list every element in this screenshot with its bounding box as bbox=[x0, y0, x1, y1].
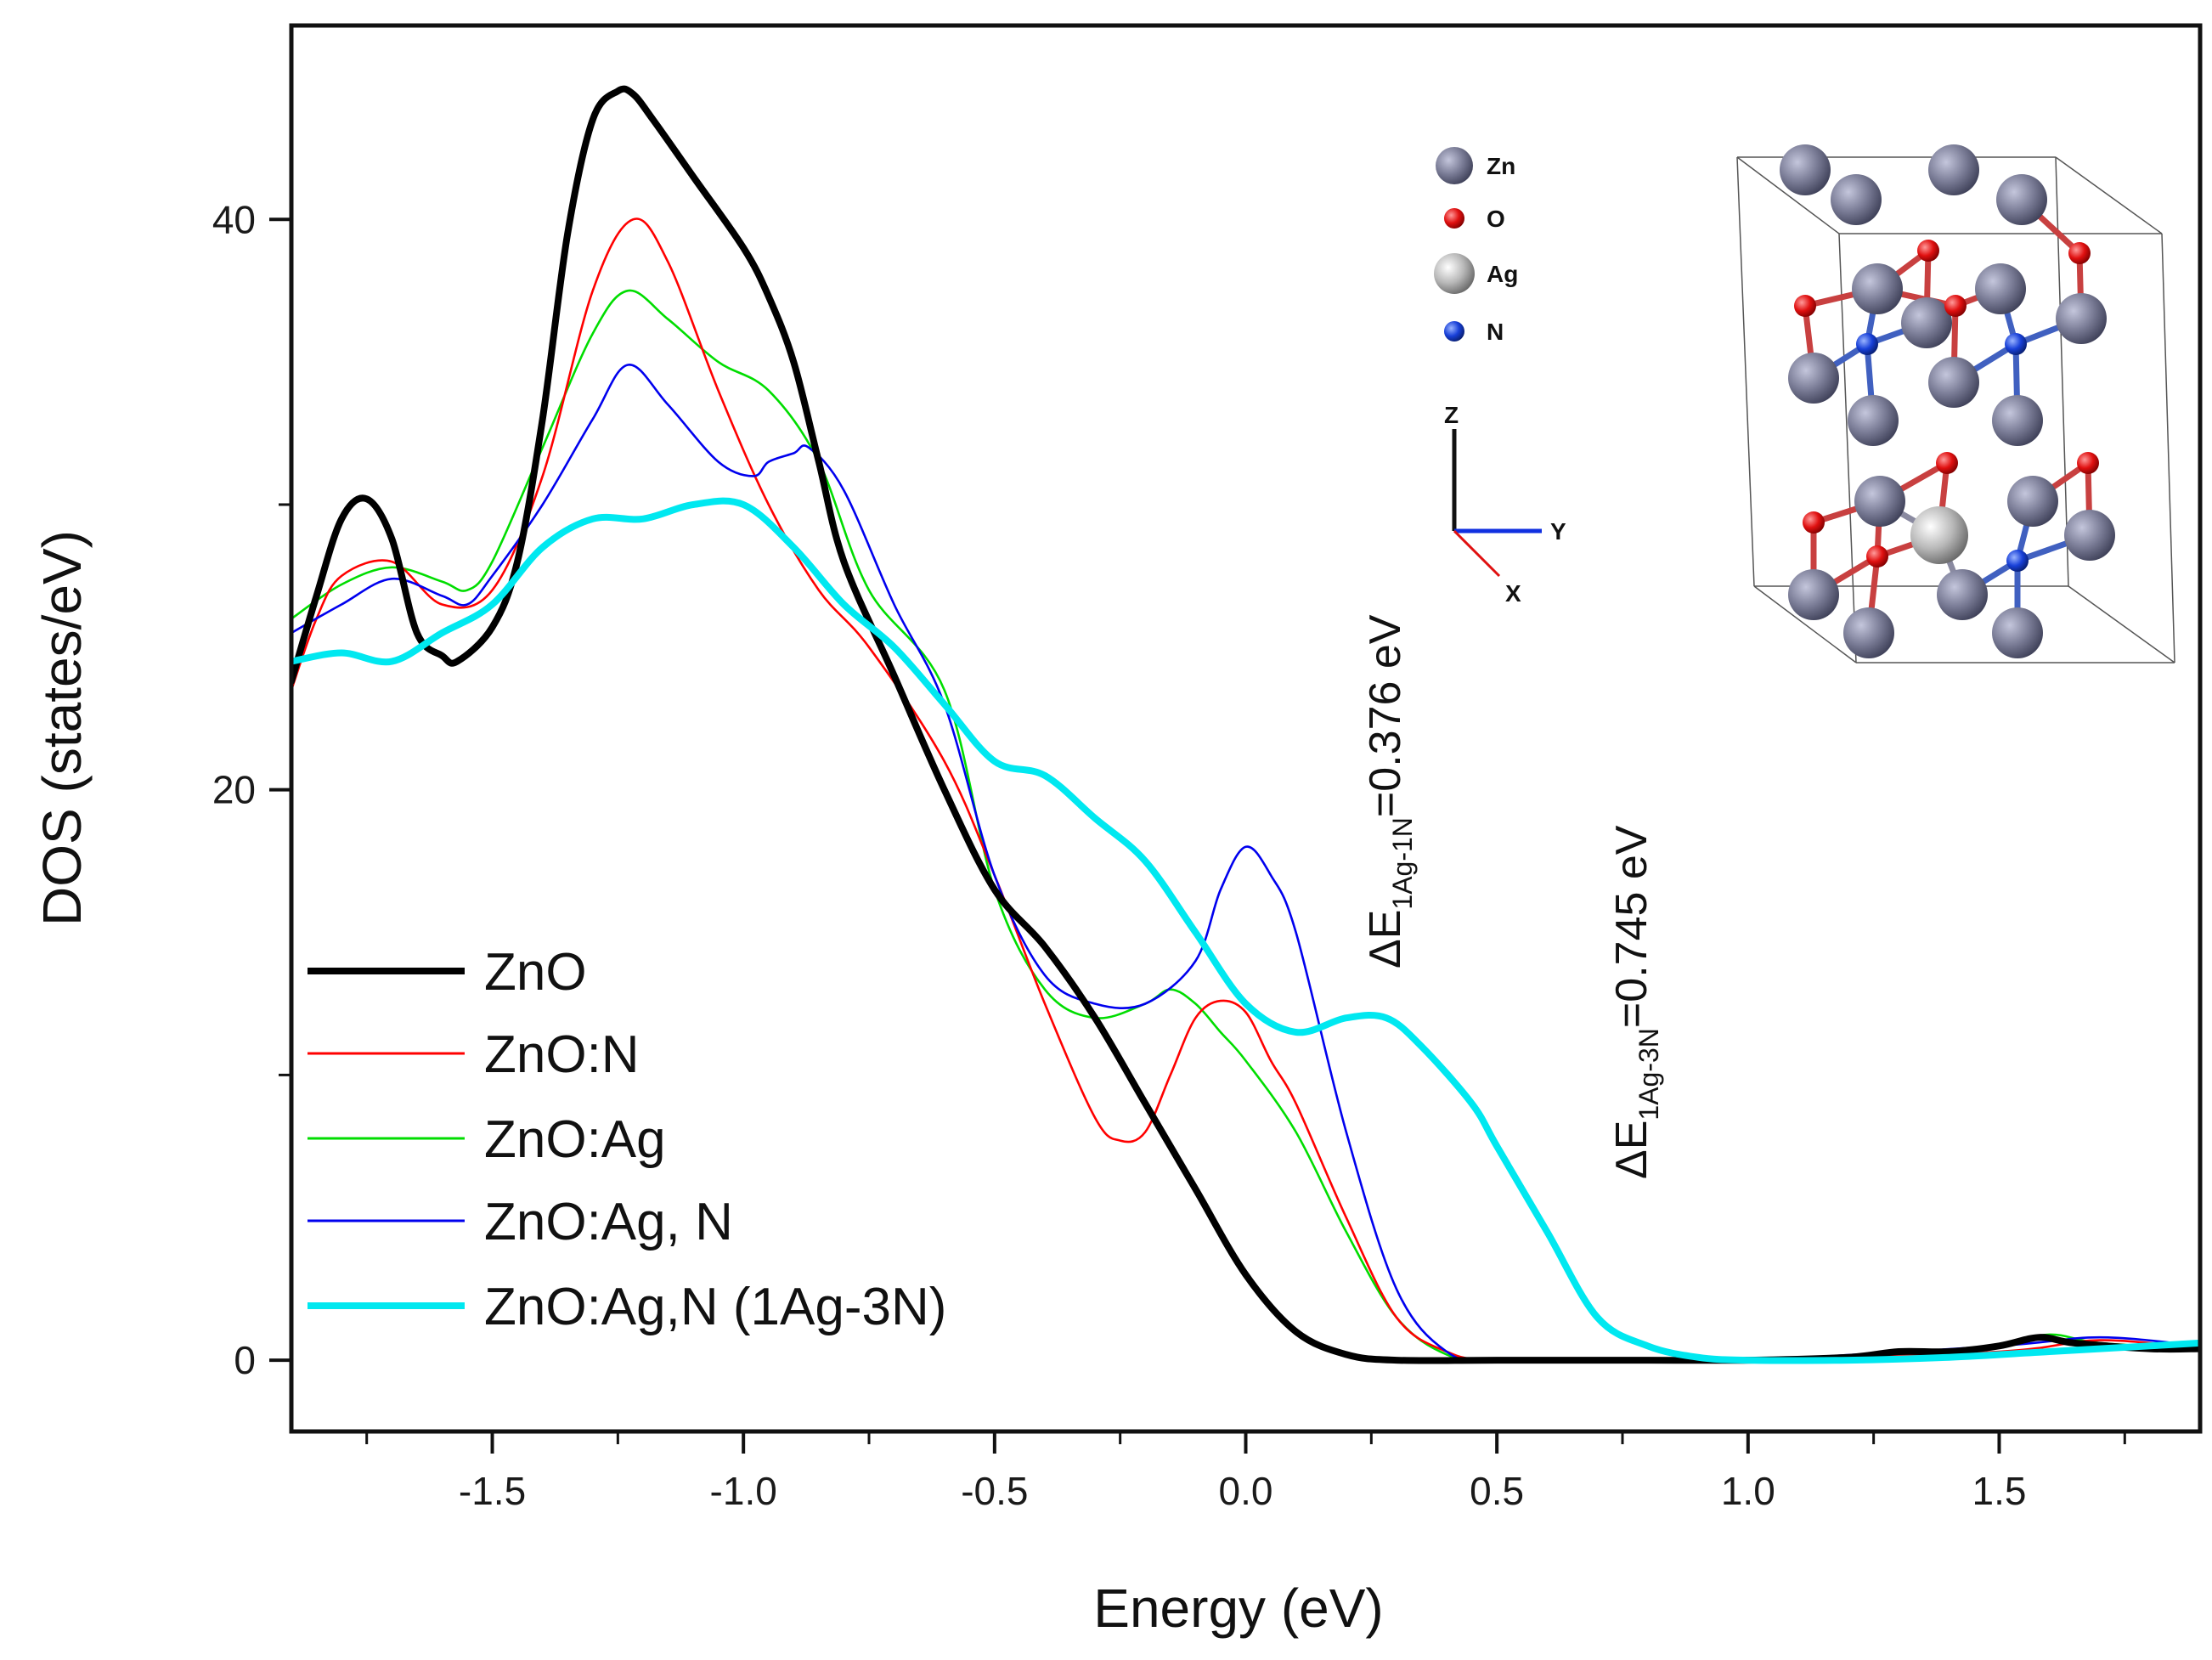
zn-atom bbox=[1843, 607, 1894, 658]
axis-label-z: Z bbox=[1444, 402, 1459, 428]
crystal-structure-image bbox=[1736, 144, 2175, 663]
n-atom bbox=[2005, 333, 2027, 355]
axis-label-x: X bbox=[1505, 580, 1521, 607]
zn-atom bbox=[1992, 395, 2043, 446]
legend-label-zno-ag-n: ZnO:Ag, N bbox=[484, 1193, 733, 1251]
annotation-2-prefix: ΔE bbox=[1607, 1121, 1656, 1179]
annotation-1-suffix: =0.376 eV bbox=[1361, 614, 1410, 817]
axis-label-y: Y bbox=[1550, 518, 1566, 545]
x-axis-title: Energy (eV) bbox=[1093, 1578, 1383, 1639]
species-label-n: N bbox=[1487, 319, 1504, 345]
o-atom bbox=[1794, 295, 1816, 317]
annotation-1-prefix: ΔE bbox=[1361, 910, 1410, 968]
annotation-2-suffix: =0.745 eV bbox=[1607, 825, 1656, 1028]
n-atom-icon bbox=[1444, 321, 1464, 342]
zn-atom bbox=[2056, 293, 2107, 344]
x-tick-label: -1.5 bbox=[459, 1469, 526, 1513]
ag-atom bbox=[1910, 506, 1968, 564]
unit-cell-edge bbox=[2068, 585, 2175, 663]
unit-cell-edge bbox=[2055, 156, 2069, 587]
o-atom bbox=[1917, 240, 1939, 262]
zn-atom bbox=[1996, 174, 2047, 225]
y-tick-label: 0 bbox=[234, 1338, 256, 1382]
unit-cell-edge bbox=[1753, 585, 1857, 663]
y-tick-label: 40 bbox=[212, 197, 256, 241]
zn-atom bbox=[1901, 297, 1952, 348]
x-tick-label: 1.0 bbox=[1721, 1469, 1775, 1513]
species-label-o: O bbox=[1487, 206, 1505, 232]
x-tick-label: 1.5 bbox=[1972, 1469, 2026, 1513]
x-tick-label: 0.5 bbox=[1470, 1469, 1524, 1513]
ag-atom-icon bbox=[1434, 253, 1475, 294]
o-atom-icon bbox=[1444, 208, 1464, 229]
zn-atom bbox=[1854, 476, 1905, 527]
annotation-delta-e-1ag-1n: ΔE1Ag-1N=0.376 eV bbox=[1361, 614, 1418, 968]
o-atom bbox=[1866, 545, 1888, 567]
y-tick-label: 20 bbox=[212, 768, 256, 812]
unit-cell-edge bbox=[2161, 233, 2175, 663]
unit-cell-edge bbox=[1736, 156, 1840, 234]
x-tick-label: 0.0 bbox=[1219, 1469, 1273, 1513]
zn-atom bbox=[1937, 569, 1988, 620]
y-axis-title: DOS (states/eV) bbox=[31, 530, 93, 926]
series-line-zno-ag-n-1ag-3n bbox=[291, 497, 2200, 1364]
n-atom bbox=[1856, 333, 1878, 355]
legend-label-zno-ag-n-1ag3n: ZnO:Ag,N (1Ag-3N) bbox=[484, 1278, 946, 1336]
x-tick-label: -1.0 bbox=[710, 1469, 777, 1513]
species-label-zn: Zn bbox=[1487, 153, 1515, 179]
unit-cell-edge bbox=[1736, 156, 1755, 587]
zn-atom bbox=[1928, 144, 1979, 195]
annotation-1-sub: 1Ag-1N bbox=[1387, 817, 1418, 910]
x-tick-label: -0.5 bbox=[961, 1469, 1028, 1513]
zn-atom bbox=[1788, 569, 1839, 620]
annotation-2-sub: 1Ag-3N bbox=[1634, 1028, 1664, 1121]
zn-atom bbox=[1780, 144, 1831, 195]
crystal-axes-icon: Z Y X bbox=[1444, 402, 1566, 607]
o-atom bbox=[1936, 452, 1958, 474]
n-atom bbox=[2006, 550, 2029, 572]
unit-cell-edge bbox=[1838, 233, 1857, 663]
o-atom bbox=[1803, 511, 1825, 534]
zn-atom bbox=[1831, 174, 1882, 225]
zn-atom bbox=[1992, 607, 2043, 658]
series-layer bbox=[291, 85, 2200, 1364]
zn-atom-icon bbox=[1436, 147, 1473, 184]
zn-atom bbox=[1852, 263, 1903, 314]
zn-atom bbox=[2007, 476, 2058, 527]
legend-label-zno: ZnO bbox=[484, 943, 587, 1002]
o-atom bbox=[2077, 452, 2099, 474]
o-atom bbox=[1944, 295, 1967, 317]
o-atom bbox=[2068, 242, 2091, 264]
legend: ZnO ZnO:N ZnO:Ag ZnO:Ag, N ZnO:Ag,N (1Ag… bbox=[308, 943, 946, 1336]
series-line-zno-n bbox=[291, 217, 2200, 1363]
legend-label-zno-ag: ZnO:Ag bbox=[484, 1110, 666, 1169]
zn-atom bbox=[1928, 357, 1979, 408]
legend-label-zno-n: ZnO:N bbox=[484, 1025, 640, 1084]
annotation-delta-e-1ag-3n: ΔE1Ag-3N=0.745 eV bbox=[1607, 825, 1664, 1179]
zn-atom bbox=[2064, 510, 2115, 561]
unit-cell-edge bbox=[2055, 156, 2163, 234]
species-legend: Zn O Ag N bbox=[1434, 147, 1518, 345]
species-label-ag: Ag bbox=[1487, 261, 1518, 287]
zn-atom bbox=[1975, 263, 2026, 314]
zn-atom bbox=[1788, 353, 1839, 404]
zn-atom bbox=[1848, 395, 1899, 446]
ticks-layer: -1.5 -1.0 -0.5 0.0 0.5 1.0 1.5 0 20 40 bbox=[212, 197, 2126, 1513]
series-line-zno bbox=[291, 85, 2200, 1364]
